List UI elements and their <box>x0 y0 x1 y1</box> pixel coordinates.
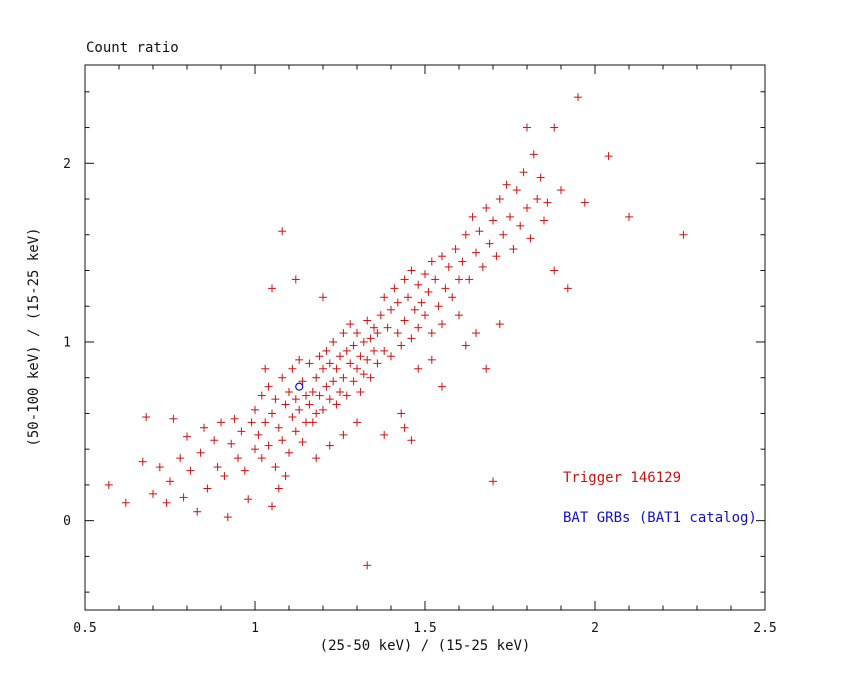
y-tick-label: 2 <box>63 157 71 172</box>
legend-trigger-label: Trigger 146129 <box>563 470 682 486</box>
x-tick-label: 1 <box>251 621 259 636</box>
plot-title: Count ratio <box>86 40 179 56</box>
y-axis-label: (50-100 keV) / (15-25 keV) <box>26 227 42 447</box>
x-axis-label: (25-50 keV) / (15-25 keV) <box>319 638 531 654</box>
x-tick-label: 0.5 <box>73 621 96 636</box>
data-point-circle <box>295 382 304 391</box>
x-tick-label: 2.5 <box>753 621 776 636</box>
y-tick-label: 0 <box>63 514 71 529</box>
x-tick-label: 1.5 <box>413 621 436 636</box>
legend-catalog-label: BAT GRBs (BAT1 catalog) <box>563 510 757 526</box>
x-tick-label: 2 <box>591 621 599 636</box>
y-tick-label: 1 <box>63 336 71 351</box>
plot-frame <box>84 64 766 611</box>
